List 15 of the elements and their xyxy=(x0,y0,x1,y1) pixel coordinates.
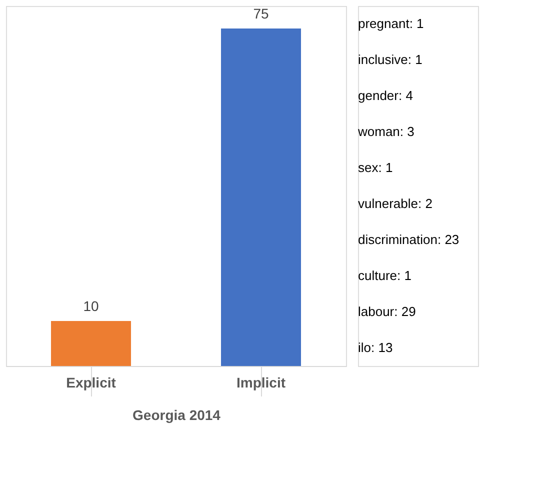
text: vulnerable: 2 xyxy=(358,196,432,211)
text: sex: 1 xyxy=(358,160,393,175)
text: labour: 29 xyxy=(358,304,416,319)
text: woman: 3 xyxy=(357,124,414,139)
data-label: 10 xyxy=(83,298,99,314)
x-tick-label: Implicit xyxy=(236,374,286,390)
text: gender: 4 xyxy=(358,88,413,103)
x-axis-title: Georgia 2014 xyxy=(132,407,221,423)
text: inclusive: 1 xyxy=(358,52,422,67)
text: culture: 1 xyxy=(358,268,412,283)
text: discrimination: 23 xyxy=(358,232,460,247)
data-label: 75 xyxy=(253,6,269,22)
x-tick-label: Explicit xyxy=(66,374,116,390)
text: pregnant: 1 xyxy=(358,16,424,31)
text: ilo: 13 xyxy=(358,340,393,355)
